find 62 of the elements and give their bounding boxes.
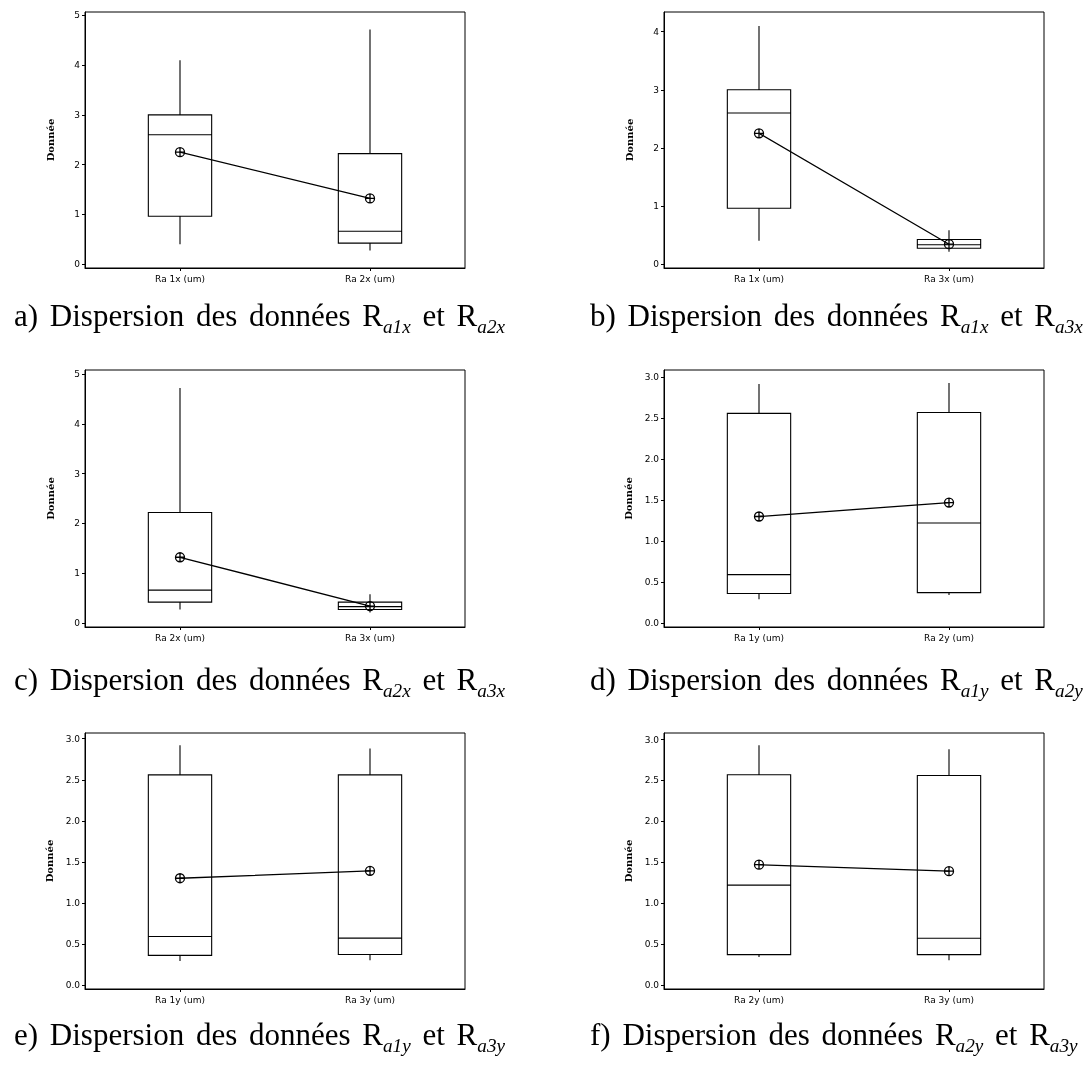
y-tick-label: 0.0 <box>644 979 660 990</box>
y-tick-label: 2.0 <box>644 816 660 827</box>
text: d) Dispersion des données R$_{a1y}$ et R$_{a2y}$ <box>590 662 1083 704</box>
y-tick-label: 1 <box>74 568 80 579</box>
y-axis-title: Donnée <box>44 839 56 883</box>
y-tick-label: 1 <box>653 200 659 211</box>
x-tick-label: Ra 3x (um) <box>345 632 395 643</box>
text: f) Dispersion des données R$_{a2y}$ et R$_{a3y}$ <box>590 1017 1078 1059</box>
y-tick-label: 3 <box>74 468 80 479</box>
y-tick-label: 3.0 <box>65 733 81 744</box>
text: c) Dispersion des données R$_{a2x}$ et R$_{a3x}$ <box>14 662 506 704</box>
y-tick-label: 0 <box>74 259 81 270</box>
x-tick-label: Ra 1x (um) <box>155 273 205 284</box>
x-tick-label: Ra 2y (um) <box>924 632 974 643</box>
y-axis-title: Donnée <box>623 477 635 520</box>
y-tick-label: 2.5 <box>65 774 80 785</box>
y-tick-label: 2.5 <box>644 413 659 424</box>
y-tick-label: 1.0 <box>644 536 660 547</box>
y-tick-label: 4 <box>653 26 660 37</box>
text: a) Dispersion des données R$_{a1x}$ et R$_{a2x}$ <box>14 298 506 340</box>
y-tick-label: 1.5 <box>65 856 80 867</box>
y-tick-label: 3.0 <box>644 734 660 745</box>
y-tick-label: 0.0 <box>65 979 81 990</box>
x-tick-label: Ra 3y (um) <box>345 994 395 1005</box>
x-tick-label: Ra 2x (um) <box>155 632 205 643</box>
x-tick-label: Ra 1x (um) <box>734 273 784 284</box>
x-tick-label: Ra 2x (um) <box>345 273 395 284</box>
x-tick-label: Ra 2y (um) <box>734 994 784 1005</box>
y-axis-title: Donnée <box>44 118 56 162</box>
x-tick-label: Ra 1y (um) <box>734 632 784 643</box>
y-tick-label: 3 <box>74 109 80 120</box>
text: e) Dispersion des données R$_{a1y}$ et R$_{a3y}$ <box>14 1017 506 1059</box>
y-tick-label: 2.0 <box>65 815 81 826</box>
y-tick-label: 2 <box>74 518 80 529</box>
y-tick-label: 1.5 <box>644 495 659 506</box>
y-tick-label: 2 <box>653 142 659 153</box>
y-tick-label: 0.5 <box>644 939 659 950</box>
y-axis-title: Donnée <box>44 477 56 520</box>
y-tick-label: 4 <box>74 60 81 71</box>
y-tick-label: 0 <box>74 618 81 629</box>
y-tick-label: 3 <box>653 84 659 95</box>
y-tick-label: 0.5 <box>644 576 659 587</box>
y-tick-label: 2 <box>74 159 80 170</box>
y-tick-label: 3.0 <box>644 372 660 383</box>
y-tick-label: 0 <box>653 258 660 269</box>
y-tick-label: 1.0 <box>644 898 660 909</box>
text: b) Dispersion des données R$_{a1x}$ et R$_{a3x}$ <box>590 298 1083 340</box>
y-tick-label: 0.5 <box>65 938 80 949</box>
x-tick-label: Ra 3y (um) <box>924 994 974 1005</box>
x-tick-label: Ra 3x (um) <box>924 273 974 284</box>
y-axis-title: Donnée <box>623 839 635 883</box>
y-tick-label: 2.0 <box>644 454 660 465</box>
y-axis-title: Donnée <box>623 118 635 162</box>
y-tick-label: 5 <box>74 368 80 379</box>
y-tick-label: 4 <box>74 418 81 429</box>
y-tick-label: 1.0 <box>65 897 81 908</box>
y-tick-label: 1 <box>74 209 80 220</box>
x-tick-label: Ra 1y (um) <box>155 994 205 1005</box>
y-tick-label: 0.0 <box>644 617 660 628</box>
y-tick-label: 1.5 <box>644 857 659 868</box>
y-tick-label: 2.5 <box>644 775 659 786</box>
y-tick-label: 5 <box>74 10 80 21</box>
